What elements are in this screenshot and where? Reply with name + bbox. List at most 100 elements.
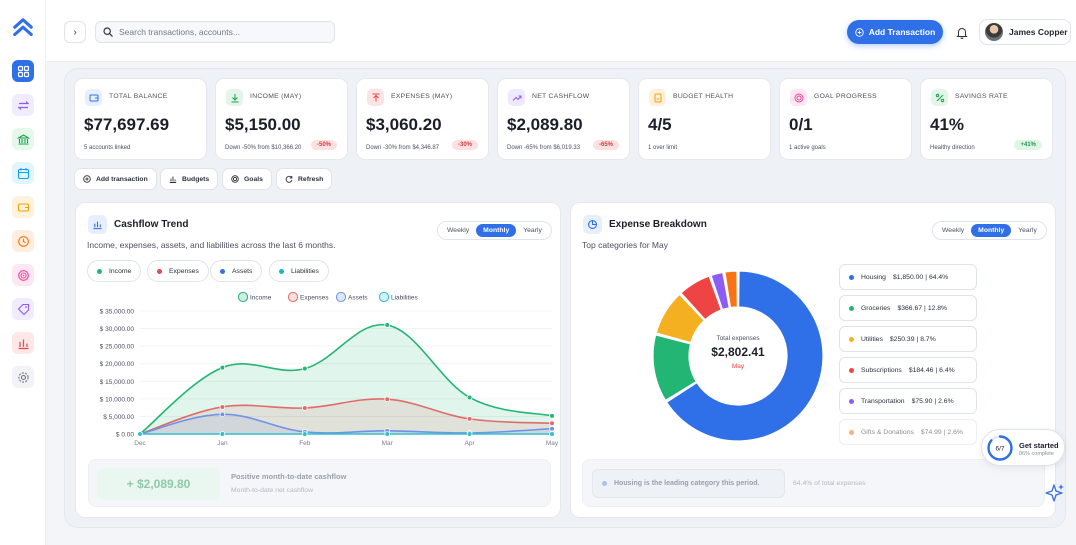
sidebar-item-calendar[interactable] xyxy=(12,162,34,184)
category-item-utilities[interactable]: Utilities $250.39 | 8.7% xyxy=(839,326,977,352)
category-dot xyxy=(849,367,854,373)
category-separator: | xyxy=(935,366,938,374)
y-tick-label: $ 0.00 xyxy=(116,432,134,439)
series-filter-assets[interactable]: Assets xyxy=(210,260,263,282)
sidebar-item-goals[interactable] xyxy=(12,264,34,286)
donut-slice-utilities[interactable] xyxy=(655,293,705,344)
cashflow-period-weekly[interactable]: Weekly xyxy=(447,227,470,234)
series-dot xyxy=(97,268,102,274)
notifications-button[interactable] xyxy=(952,21,972,43)
goals-button[interactable]: Goals xyxy=(222,168,272,190)
category-percent: 2.6% xyxy=(947,428,963,436)
legend-swatch xyxy=(335,291,347,303)
add-transaction-button[interactable]: Add Transaction xyxy=(847,20,943,44)
stat-card-savings-rate[interactable]: Savings Rate 41% Healthy direction +41% xyxy=(920,78,1053,160)
series-filter-label: Income xyxy=(109,267,132,275)
category-item-transportation[interactable]: Transportation $75.90 | 2.6% xyxy=(839,388,977,414)
wallet-icon xyxy=(85,89,102,106)
stat-card-total-balance[interactable]: Total Balance $77,697.69 5 accounts linked xyxy=(74,78,207,160)
budget-icon xyxy=(649,89,666,106)
data-point-income xyxy=(549,413,555,419)
category-item-groceries[interactable]: Groceries $366.67 | 12.8% xyxy=(839,295,977,321)
sidebar-item-transfers[interactable] xyxy=(12,94,34,116)
stat-label: Income (May) xyxy=(250,93,302,100)
x-tick-label: May xyxy=(546,440,559,447)
series-filter-liabilities[interactable]: Liabilities xyxy=(269,260,329,282)
search-input[interactable] xyxy=(119,27,319,37)
sidebar-item-reports[interactable] xyxy=(12,332,34,354)
tags-icon xyxy=(17,303,29,315)
category-dot xyxy=(849,336,854,342)
stat-label: Goal Progress xyxy=(814,93,877,100)
stat-label: Budget Health xyxy=(673,93,734,100)
expense-period-yearly[interactable]: Yearly xyxy=(1018,227,1037,234)
app-logo-icon[interactable] xyxy=(12,17,34,41)
donut-slice-housing[interactable] xyxy=(666,270,824,442)
legend-label: Income xyxy=(250,295,272,302)
cashflow-period-yearly[interactable]: Yearly xyxy=(523,227,542,234)
add-transaction-quick-button[interactable]: Add transaction xyxy=(74,168,157,190)
stat-change-badge: -65% xyxy=(592,140,619,150)
category-dot xyxy=(849,429,854,435)
data-point-liabilities xyxy=(384,431,391,437)
sidebar-item-dashboard[interactable] xyxy=(12,60,34,82)
refresh-button[interactable]: Refresh xyxy=(276,168,333,190)
donut-slice-subscriptions[interactable] xyxy=(680,275,722,321)
donut-center-value: $2,802.41 xyxy=(711,345,765,359)
stat-card-income-may[interactable]: Income (May) $5,150.00 Down -50% from $10,… xyxy=(215,78,348,160)
sidebar-item-wallet[interactable] xyxy=(12,196,34,218)
avatar xyxy=(985,23,1003,41)
bar-chart-icon xyxy=(88,215,107,234)
stat-value: 41% xyxy=(930,115,965,134)
sparkle-icon[interactable] xyxy=(1044,482,1066,504)
data-point-income xyxy=(384,322,391,328)
series-filter-label: Liabilities xyxy=(291,267,319,275)
category-separator: | xyxy=(943,428,946,436)
stat-subtext: Healthy direction xyxy=(930,145,975,151)
user-name: James Copper xyxy=(1009,27,1068,37)
stat-card-net-cashflow[interactable]: Net Cashflow $2,089.80 Down -65% from $6,0… xyxy=(497,78,630,160)
add-transaction-label: Add Transaction xyxy=(868,27,936,37)
donut-slice-transportation[interactable] xyxy=(710,271,730,311)
category-percent: 8.7% xyxy=(920,335,936,343)
donut-slice-gifts-donations[interactable] xyxy=(724,270,738,309)
user-menu[interactable]: James Copper xyxy=(979,19,1071,45)
expense-period-weekly[interactable]: Weekly xyxy=(942,227,965,234)
get-started-subtitle: 86% complete xyxy=(1019,451,1054,457)
sidebar-item-accounts[interactable] xyxy=(12,128,34,150)
expense-donut-chart xyxy=(652,270,824,442)
cashflow-period-monthly[interactable]: Monthly xyxy=(476,224,517,237)
series-area-assets xyxy=(140,414,552,434)
summary-title: Positive month-to-date cashflow xyxy=(231,472,347,481)
category-dot xyxy=(849,398,854,404)
trend-icon xyxy=(508,89,525,106)
budgets-button[interactable]: Budgets xyxy=(160,168,219,190)
stat-card-budget-health[interactable]: Budget Health 4/5 1 over limit xyxy=(638,78,771,160)
series-filter-expenses[interactable]: Expenses xyxy=(147,260,209,282)
series-area-income xyxy=(140,324,552,434)
sidebar-item-history[interactable] xyxy=(12,230,34,252)
category-item-subscriptions[interactable]: Subscriptions $184.46 | 6.4% xyxy=(839,357,977,383)
stat-card-goal-progress[interactable]: Goal Progress 0/1 1 active goals xyxy=(779,78,912,160)
series-filter-label: Assets xyxy=(232,267,253,275)
category-name: Subscriptions xyxy=(861,366,902,374)
donut-slice-groceries[interactable] xyxy=(652,334,697,402)
get-started-widget[interactable]: 6/7 Get started 86% complete xyxy=(981,429,1065,466)
category-separator: | xyxy=(924,304,926,312)
sidebar-item-tags[interactable] xyxy=(12,298,34,320)
data-point-expenses xyxy=(549,420,555,427)
stat-card-expenses-may[interactable]: Expenses (May) $3,060.20 Down -30% from $4… xyxy=(356,78,489,160)
series-filter-income[interactable]: Income xyxy=(87,260,142,282)
category-percent: 2.6% xyxy=(938,397,954,405)
net-cashflow-pill: + $2,089.80 xyxy=(97,468,220,500)
category-item-housing[interactable]: Housing $1,850.00 | 64.4% xyxy=(839,264,977,290)
category-percent: 6.4% xyxy=(939,366,955,374)
category-amount: $1,850.00 xyxy=(892,273,924,281)
search-box[interactable] xyxy=(95,21,335,43)
expense-period-monthly[interactable]: Monthly xyxy=(971,224,1012,237)
category-item-gifts-donations[interactable]: Gifts & Donations $74.99 | 2.6% xyxy=(839,419,977,445)
x-tick-label: Apr xyxy=(465,440,476,447)
stat-subtext: Down -30% from $4,346.87 xyxy=(366,145,440,151)
sidebar-toggle-button[interactable]: › xyxy=(64,21,86,43)
sidebar-item-settings[interactable] xyxy=(12,366,34,388)
